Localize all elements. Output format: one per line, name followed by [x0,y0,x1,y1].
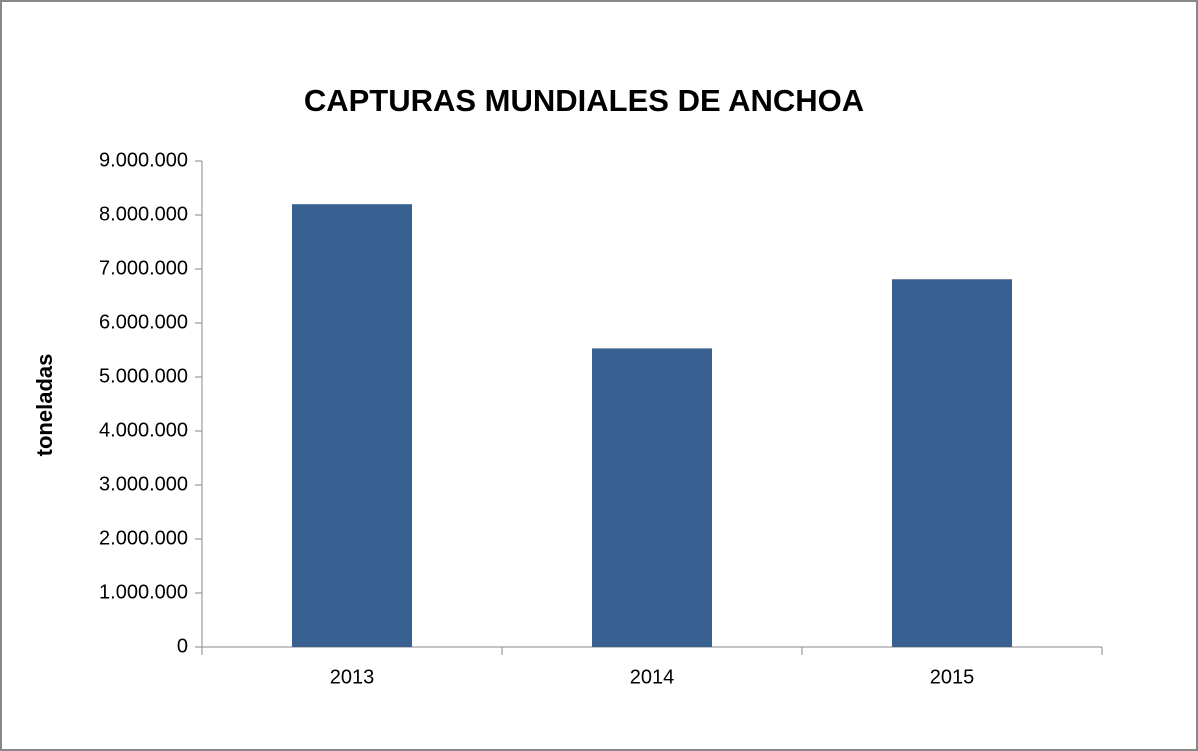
y-tick-label: 2.000.000 [99,527,188,549]
y-tick-label: 3.000.000 [99,473,188,495]
bar [592,348,712,647]
y-tick-label: 1.000.000 [99,581,188,603]
chart-title: CAPTURAS MUNDIALES DE ANCHOA [304,83,864,118]
y-tick-label: 7.000.000 [99,257,188,279]
y-tick-label: 5.000.000 [99,365,188,387]
y-axis-label: toneladas [32,354,57,457]
y-tick-label: 8.000.000 [99,203,188,225]
bar [892,279,1012,647]
x-tick-label: 2013 [330,666,375,688]
y-tick-label: 9.000.000 [99,149,188,171]
x-tick-label: 2014 [630,666,675,688]
y-tick-label: 6.000.000 [99,311,188,333]
y-tick-label: 4.000.000 [99,419,188,441]
bar [292,204,412,647]
x-tick-label: 2015 [930,666,975,688]
y-tick-label: 0 [177,635,188,657]
